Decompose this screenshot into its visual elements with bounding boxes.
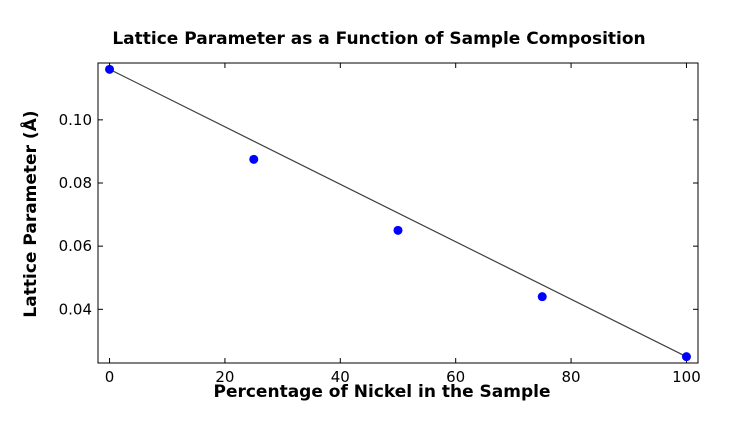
x-tick-label: 40 <box>331 368 350 386</box>
data-point <box>105 64 115 74</box>
chart-title: Lattice Parameter as a Function of Sampl… <box>112 29 645 49</box>
y-tick-label: 0.08 <box>59 174 92 192</box>
y-axis: 0.04 0.06 0.08 0.10 <box>59 111 698 318</box>
x-tick-label: 80 <box>562 368 581 386</box>
x-tick-label: 20 <box>215 368 234 386</box>
y-axis-label: Lattice Parameter (Å) <box>18 110 41 317</box>
fit-line <box>109 68 687 358</box>
plot-area <box>97 62 699 364</box>
data-point <box>537 292 547 302</box>
data-point <box>681 352 691 362</box>
x-tick-label: 100 <box>672 368 701 386</box>
x-tick-label: 0 <box>105 368 115 386</box>
data-point <box>249 154 259 164</box>
x-axis: 0 20 40 60 80 100 <box>105 63 701 386</box>
x-tick-label: 60 <box>446 368 465 386</box>
series-layer <box>105 64 691 362</box>
y-tick-label: 0.06 <box>59 237 92 255</box>
data-point <box>393 225 403 235</box>
x-axis-label: Percentage of Nickel in the Sample <box>213 382 550 402</box>
y-tick-label: 0.04 <box>59 300 92 318</box>
y-tick-label: 0.10 <box>59 111 92 129</box>
